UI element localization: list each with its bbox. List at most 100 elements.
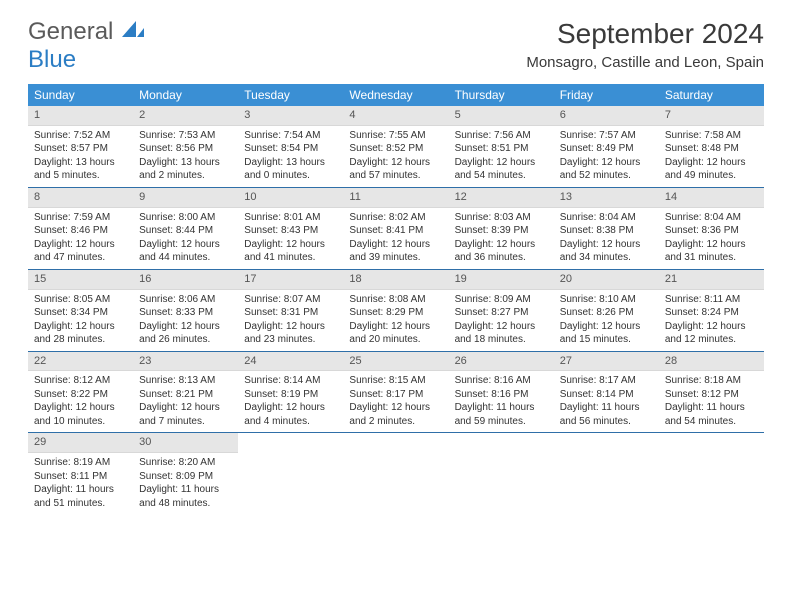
calendar-cell: 27Sunrise: 8:17 AMSunset: 8:14 PMDayligh… <box>554 351 659 433</box>
sunset-line: Sunset: 8:31 PM <box>244 306 337 320</box>
sunrise-line: Sunrise: 8:16 AM <box>455 374 548 388</box>
day-header: Friday <box>554 84 659 106</box>
header: General Blue September 2024 Monsagro, Ca… <box>28 18 764 74</box>
day-header: Wednesday <box>343 84 448 106</box>
daylight-line: Daylight: 12 hours and 57 minutes. <box>349 156 442 183</box>
sunrise-line: Sunrise: 8:17 AM <box>560 374 653 388</box>
day-body: Sunrise: 8:06 AMSunset: 8:33 PMDaylight:… <box>133 290 238 351</box>
daylight-line: Daylight: 12 hours and 20 minutes. <box>349 320 442 347</box>
daylight-line: Daylight: 12 hours and 54 minutes. <box>455 156 548 183</box>
daylight-line: Daylight: 11 hours and 54 minutes. <box>665 401 758 428</box>
calendar-cell: 7Sunrise: 7:58 AMSunset: 8:48 PMDaylight… <box>659 106 764 187</box>
day-number: 1 <box>28 106 133 126</box>
day-body: Sunrise: 7:56 AMSunset: 8:51 PMDaylight:… <box>449 126 554 187</box>
sunset-line: Sunset: 8:33 PM <box>139 306 232 320</box>
sunrise-line: Sunrise: 8:11 AM <box>665 293 758 307</box>
calendar-week: 1Sunrise: 7:52 AMSunset: 8:57 PMDaylight… <box>28 106 764 187</box>
calendar-cell: 16Sunrise: 8:06 AMSunset: 8:33 PMDayligh… <box>133 269 238 351</box>
sunset-line: Sunset: 8:14 PM <box>560 388 653 402</box>
day-body: Sunrise: 8:04 AMSunset: 8:38 PMDaylight:… <box>554 208 659 269</box>
sunrise-line: Sunrise: 7:54 AM <box>244 129 337 143</box>
day-number: 8 <box>28 188 133 208</box>
daylight-line: Daylight: 12 hours and 39 minutes. <box>349 238 442 265</box>
sunset-line: Sunset: 8:41 PM <box>349 224 442 238</box>
day-number: 19 <box>449 270 554 290</box>
sunset-line: Sunset: 8:44 PM <box>139 224 232 238</box>
sunrise-line: Sunrise: 8:00 AM <box>139 211 232 225</box>
day-number: 28 <box>659 352 764 372</box>
daylight-line: Daylight: 13 hours and 5 minutes. <box>34 156 127 183</box>
daylight-line: Daylight: 12 hours and 44 minutes. <box>139 238 232 265</box>
calendar-cell: 17Sunrise: 8:07 AMSunset: 8:31 PMDayligh… <box>238 269 343 351</box>
calendar-cell: 4Sunrise: 7:55 AMSunset: 8:52 PMDaylight… <box>343 106 448 187</box>
day-number: 11 <box>343 188 448 208</box>
logo-line2: Blue <box>28 46 76 73</box>
calendar-week: 29Sunrise: 8:19 AMSunset: 8:11 PMDayligh… <box>28 433 764 514</box>
sunset-line: Sunset: 8:43 PM <box>244 224 337 238</box>
daylight-line: Daylight: 12 hours and 23 minutes. <box>244 320 337 347</box>
day-body: Sunrise: 7:59 AMSunset: 8:46 PMDaylight:… <box>28 208 133 269</box>
daylight-line: Daylight: 12 hours and 18 minutes. <box>455 320 548 347</box>
calendar-cell <box>554 433 659 514</box>
daylight-line: Daylight: 12 hours and 47 minutes. <box>34 238 127 265</box>
day-body: Sunrise: 7:54 AMSunset: 8:54 PMDaylight:… <box>238 126 343 187</box>
calendar-cell: 2Sunrise: 7:53 AMSunset: 8:56 PMDaylight… <box>133 106 238 187</box>
day-body: Sunrise: 8:05 AMSunset: 8:34 PMDaylight:… <box>28 290 133 351</box>
daylight-line: Daylight: 12 hours and 26 minutes. <box>139 320 232 347</box>
day-body: Sunrise: 7:52 AMSunset: 8:57 PMDaylight:… <box>28 126 133 187</box>
daylight-line: Daylight: 12 hours and 34 minutes. <box>560 238 653 265</box>
calendar-cell: 5Sunrise: 7:56 AMSunset: 8:51 PMDaylight… <box>449 106 554 187</box>
day-number: 21 <box>659 270 764 290</box>
day-number: 9 <box>133 188 238 208</box>
sunset-line: Sunset: 8:16 PM <box>455 388 548 402</box>
calendar-cell: 11Sunrise: 8:02 AMSunset: 8:41 PMDayligh… <box>343 187 448 269</box>
daylight-line: Daylight: 12 hours and 10 minutes. <box>34 401 127 428</box>
daylight-line: Daylight: 12 hours and 7 minutes. <box>139 401 232 428</box>
sunset-line: Sunset: 8:26 PM <box>560 306 653 320</box>
day-header: Thursday <box>449 84 554 106</box>
day-number: 10 <box>238 188 343 208</box>
day-number: 18 <box>343 270 448 290</box>
day-header: Monday <box>133 84 238 106</box>
calendar-cell <box>343 433 448 514</box>
daylight-line: Daylight: 13 hours and 2 minutes. <box>139 156 232 183</box>
logo-text: General Blue <box>28 18 144 74</box>
sunset-line: Sunset: 8:38 PM <box>560 224 653 238</box>
sunset-line: Sunset: 8:19 PM <box>244 388 337 402</box>
sunrise-line: Sunrise: 8:07 AM <box>244 293 337 307</box>
logo-sail-icon <box>122 18 144 46</box>
calendar-table: SundayMondayTuesdayWednesdayThursdayFrid… <box>28 84 764 514</box>
calendar-cell: 8Sunrise: 7:59 AMSunset: 8:46 PMDaylight… <box>28 187 133 269</box>
sunset-line: Sunset: 8:12 PM <box>665 388 758 402</box>
day-number: 2 <box>133 106 238 126</box>
day-body: Sunrise: 8:04 AMSunset: 8:36 PMDaylight:… <box>659 208 764 269</box>
calendar-cell: 1Sunrise: 7:52 AMSunset: 8:57 PMDaylight… <box>28 106 133 187</box>
day-body: Sunrise: 8:14 AMSunset: 8:19 PMDaylight:… <box>238 371 343 432</box>
day-number: 6 <box>554 106 659 126</box>
sunrise-line: Sunrise: 8:06 AM <box>139 293 232 307</box>
sunrise-line: Sunrise: 8:08 AM <box>349 293 442 307</box>
sunset-line: Sunset: 8:56 PM <box>139 142 232 156</box>
day-body: Sunrise: 8:09 AMSunset: 8:27 PMDaylight:… <box>449 290 554 351</box>
sunset-line: Sunset: 8:46 PM <box>34 224 127 238</box>
daylight-line: Daylight: 12 hours and 31 minutes. <box>665 238 758 265</box>
day-body: Sunrise: 7:58 AMSunset: 8:48 PMDaylight:… <box>659 126 764 187</box>
sunrise-line: Sunrise: 8:03 AM <box>455 211 548 225</box>
day-number: 26 <box>449 352 554 372</box>
day-body: Sunrise: 8:00 AMSunset: 8:44 PMDaylight:… <box>133 208 238 269</box>
calendar-cell: 18Sunrise: 8:08 AMSunset: 8:29 PMDayligh… <box>343 269 448 351</box>
calendar-cell: 29Sunrise: 8:19 AMSunset: 8:11 PMDayligh… <box>28 433 133 514</box>
sunrise-line: Sunrise: 7:58 AM <box>665 129 758 143</box>
calendar-cell: 15Sunrise: 8:05 AMSunset: 8:34 PMDayligh… <box>28 269 133 351</box>
sunrise-line: Sunrise: 8:18 AM <box>665 374 758 388</box>
sunset-line: Sunset: 8:36 PM <box>665 224 758 238</box>
calendar-week: 15Sunrise: 8:05 AMSunset: 8:34 PMDayligh… <box>28 269 764 351</box>
day-header: Tuesday <box>238 84 343 106</box>
day-body: Sunrise: 7:53 AMSunset: 8:56 PMDaylight:… <box>133 126 238 187</box>
daylight-line: Daylight: 12 hours and 28 minutes. <box>34 320 127 347</box>
day-number: 12 <box>449 188 554 208</box>
sunrise-line: Sunrise: 8:12 AM <box>34 374 127 388</box>
day-body: Sunrise: 8:12 AMSunset: 8:22 PMDaylight:… <box>28 371 133 432</box>
sunrise-line: Sunrise: 8:01 AM <box>244 211 337 225</box>
day-body: Sunrise: 8:13 AMSunset: 8:21 PMDaylight:… <box>133 371 238 432</box>
